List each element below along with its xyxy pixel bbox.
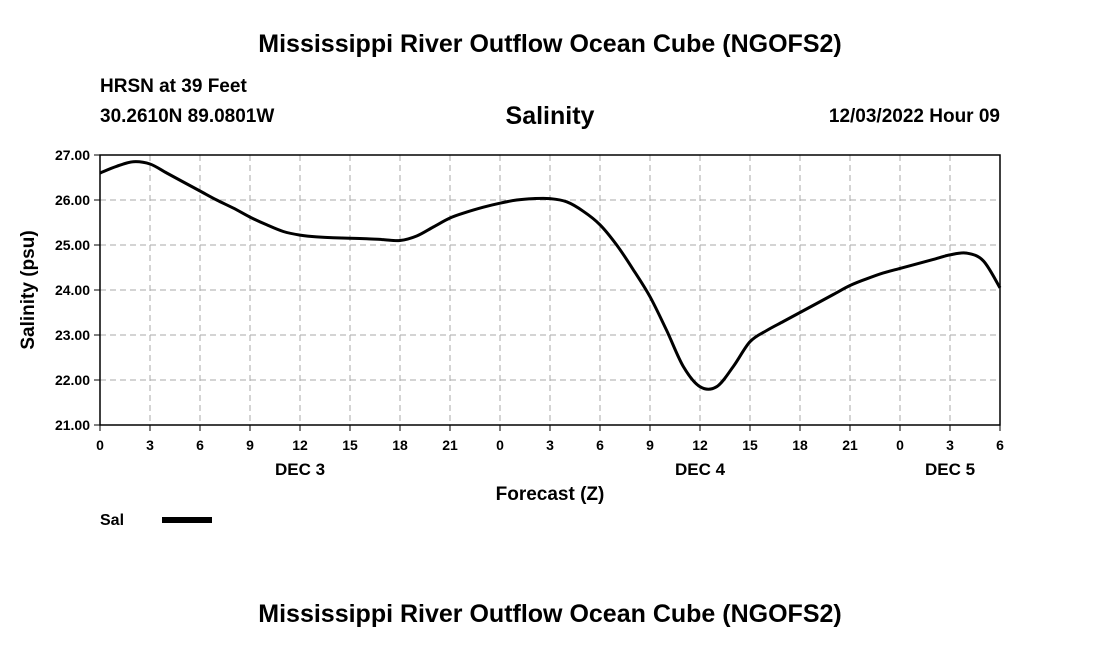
- footer-title: Mississippi River Outflow Ocean Cube (NG…: [258, 600, 842, 628]
- x-tick-label: 0: [96, 437, 104, 453]
- x-tick-label: 3: [146, 437, 154, 453]
- x-tick-label: 0: [896, 437, 904, 453]
- x-axis-label: Forecast (Z): [496, 484, 605, 505]
- legend-label: Sal: [100, 512, 124, 529]
- x-tick-label: 3: [546, 437, 554, 453]
- x-tick-label: 6: [596, 437, 604, 453]
- variable-title: Salinity: [505, 102, 595, 130]
- x-tick-label: 9: [646, 437, 654, 453]
- x-tick-label: 3: [946, 437, 954, 453]
- y-tick-label: 24.00: [55, 282, 90, 298]
- grid: [100, 154, 1000, 425]
- x-tick-label: 15: [342, 437, 358, 453]
- day-label: DEC 3: [275, 460, 325, 479]
- x-tick-label: 12: [692, 437, 708, 453]
- y-tick-label: 26.00: [55, 192, 90, 208]
- y-tick-label: 27.00: [55, 147, 90, 163]
- x-tick-label: 18: [792, 437, 808, 453]
- day-label: DEC 5: [925, 460, 975, 479]
- x-tick-label: 18: [392, 437, 408, 453]
- x-tick-label: 6: [196, 437, 204, 453]
- x-tick-label: 9: [246, 437, 254, 453]
- x-tick-label: 12: [292, 437, 308, 453]
- y-tick-label: 25.00: [55, 237, 90, 253]
- y-tick-label: 21.00: [55, 417, 90, 433]
- day-label: DEC 4: [675, 460, 726, 479]
- station-coordinates: 30.2610N 89.0801W: [100, 106, 275, 127]
- x-tick-label: 15: [742, 437, 758, 453]
- station-label: HRSN at 39 Feet: [100, 76, 247, 97]
- series-layer: [99, 160, 1002, 391]
- y-tick-label: 23.00: [55, 327, 90, 343]
- forecast-datetime: 12/03/2022 Hour 09: [828, 106, 1000, 127]
- x-tick-label: 0: [496, 437, 504, 453]
- axis-ticks: 21.00 22.00 23.00 24.00 25.00 26.00 27.00 0 3 6 9 1…: [55, 147, 1004, 479]
- plot-frame: [99, 154, 1001, 426]
- y-axis-label: Salinity (psu): [18, 230, 39, 349]
- x-tick-label: 21: [842, 437, 858, 453]
- x-tick-label: 21: [442, 437, 458, 453]
- y-tick-label: 22.00: [55, 372, 90, 388]
- chart-title: Mississippi River Outflow Ocean Cube (NG…: [258, 30, 842, 58]
- x-tick-label: 6: [996, 437, 1004, 453]
